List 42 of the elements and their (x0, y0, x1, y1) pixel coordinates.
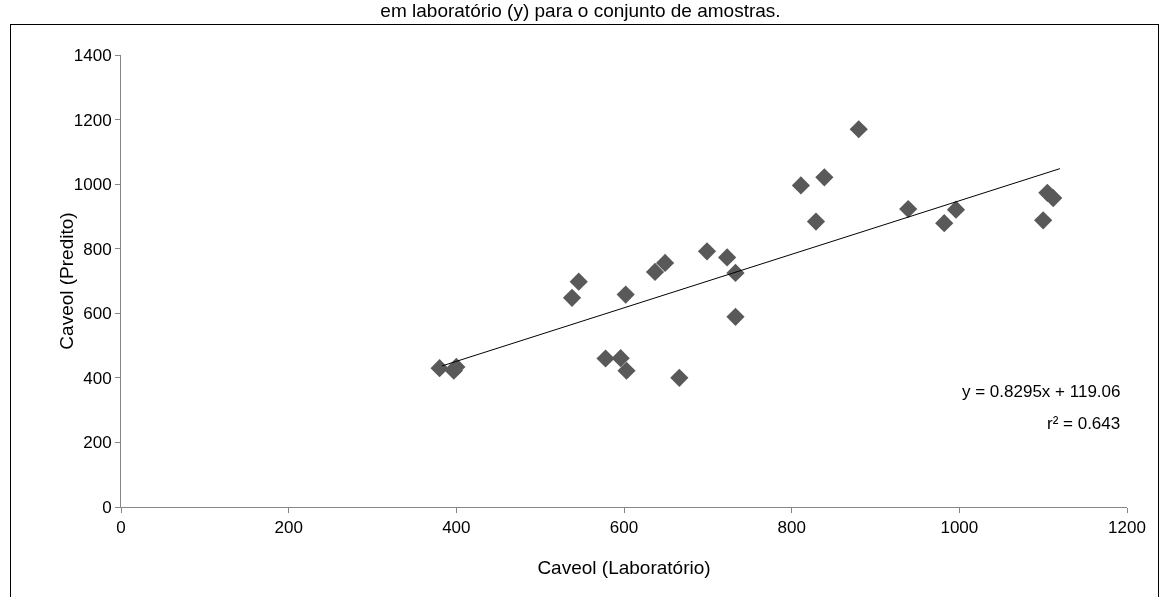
y-tick-label: 1000 (73, 175, 112, 195)
point (611, 349, 630, 368)
x-tick-label: 1200 (1108, 518, 1146, 538)
y-tick-label: 200 (83, 433, 112, 453)
point (430, 359, 449, 378)
y-tick-label: 400 (83, 368, 112, 388)
point (726, 307, 745, 326)
y-tick-label: 1400 (73, 45, 112, 65)
point (596, 349, 615, 368)
point (562, 288, 582, 307)
x-axis-title: Caveol (Laboratório) (537, 557, 711, 578)
point (1034, 211, 1053, 230)
x-tick-label: 600 (609, 518, 639, 538)
y-axis-title: Caveol (Predito) (56, 212, 77, 350)
point (815, 168, 834, 187)
y-tick-label: 800 (83, 239, 112, 259)
y-tick-label: 0 (102, 497, 112, 517)
point (569, 272, 588, 291)
point (616, 285, 635, 304)
y-tick-label: 600 (83, 304, 112, 324)
point (617, 361, 636, 380)
x-tick-label: 800 (777, 518, 806, 538)
point (1044, 188, 1063, 208)
point (791, 176, 810, 195)
x-tick-label: 0 (116, 518, 126, 538)
point (935, 214, 954, 233)
annotation: y = 0.8295x + 119.06 (962, 382, 1121, 401)
point (655, 253, 675, 273)
x-tick-label: 1000 (940, 518, 979, 538)
point (645, 262, 665, 282)
point (718, 248, 737, 267)
point (946, 200, 966, 219)
point (849, 120, 868, 139)
chart-title: em laboratório (y) para o conjunto de amostras. (379, 0, 782, 22)
point (806, 212, 826, 231)
point (899, 199, 918, 219)
point (670, 368, 689, 387)
x-tick-label: 400 (442, 518, 471, 538)
point (697, 242, 717, 261)
x-tick-label: 200 (274, 518, 303, 538)
y-tick-label: 1200 (73, 110, 112, 130)
annotation: r² = 0.643 (1047, 414, 1121, 433)
